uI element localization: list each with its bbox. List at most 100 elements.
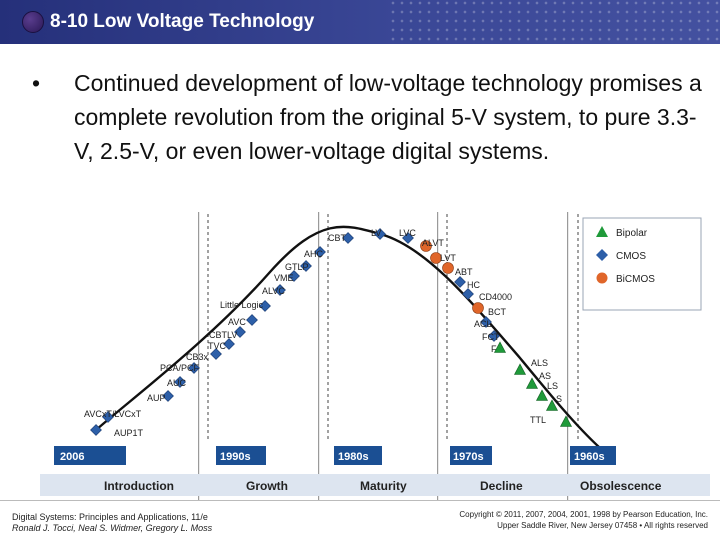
family-marker-cmos: [314, 246, 326, 258]
phase-band: [40, 474, 710, 496]
decade-box: [54, 446, 126, 465]
family-label: TTL: [530, 415, 546, 425]
family-marker-bicmos: [472, 302, 484, 314]
family-marker-cmos: [274, 284, 286, 296]
family-marker-cmos: [90, 424, 102, 436]
family-label: ALVT: [422, 238, 444, 248]
family-label: CD4000: [479, 292, 512, 302]
family-label: BCT: [488, 307, 507, 317]
family-marker-cmos: [188, 362, 200, 374]
legend-label: CMOS: [616, 251, 646, 262]
family-label: AVCxT/LVCxT: [84, 409, 142, 419]
family-marker-bicmos: [420, 240, 432, 252]
publisher-line: Upper Saddle River, New Jersey 07458 • A…: [497, 521, 708, 530]
family-marker-cmos: [480, 316, 492, 328]
slide-title: 8-10 Low Voltage Technology: [50, 11, 315, 32]
decade-box: [570, 446, 616, 465]
decade-boxes: 2006 1990s 1980s 1970s 1960s: [54, 446, 616, 465]
family-label: ALS: [531, 358, 548, 368]
phase-label: Decline: [480, 479, 523, 493]
family-marker-cmos: [174, 376, 186, 388]
book-authors: Ronald J. Tocci, Neal S. Widmer, Gregory…: [12, 523, 213, 533]
family-label: ABT: [455, 267, 473, 277]
family-marker-cmos: [234, 326, 246, 338]
family-marker-cmos: [488, 330, 500, 342]
family-marker-bipolar: [560, 415, 572, 427]
footer-right: Copyright © 2011, 2007, 2004, 2001, 1998…: [459, 509, 708, 531]
family-label: S: [556, 394, 562, 404]
family-marker-cmos: [288, 270, 300, 282]
phase-label: Introduction: [104, 479, 174, 493]
family-marker-bicmos: [442, 262, 454, 274]
family-label: GTLP: [285, 262, 309, 272]
decade-label: 2006: [60, 451, 84, 463]
family-marker-cmos: [342, 232, 354, 244]
family-marker-cmos: [374, 228, 386, 240]
family-label: AS: [539, 371, 551, 381]
family-label: LV: [371, 228, 381, 238]
family-marker-cmos: [462, 288, 474, 300]
family-marker-bipolar: [536, 389, 548, 401]
bullet-mark: •: [32, 70, 41, 96]
family-label: AUP: [147, 393, 166, 403]
family-label: ALVC: [262, 286, 285, 296]
family-label: VME: [274, 273, 294, 283]
legend-label: Bipolar: [616, 228, 648, 239]
family-marker-cmos: [300, 260, 312, 272]
phase-labels: Introduction Growth Maturity Decline Obs…: [104, 479, 662, 493]
family-label: Little Logic: [220, 300, 264, 310]
legend: Bipolar CMOS BiCMOS: [582, 217, 702, 311]
footer-divider: [0, 500, 720, 501]
title-bar: 8-10 Low Voltage Technology: [0, 0, 720, 44]
decade-box: [216, 446, 266, 465]
family-marker-bipolar: [526, 377, 538, 389]
family-label: AUC: [167, 378, 187, 388]
family-label: LVT: [440, 253, 456, 263]
phase-label: Maturity: [360, 479, 407, 493]
family-marker-cmos: [454, 276, 466, 288]
family-marker-bipolar: [514, 363, 526, 375]
diagram-frame: [40, 212, 710, 500]
family-marker-cmos: [162, 390, 174, 402]
family-label: HC: [467, 280, 480, 290]
family-label: CBT: [328, 233, 347, 243]
phase-label: Growth: [246, 479, 288, 493]
family-label: LS: [547, 381, 558, 391]
family-label: TVC: [208, 341, 227, 351]
bicmos-circle-icon: [596, 272, 608, 284]
footer-left: Digital Systems: Principles and Applicat…: [12, 512, 212, 534]
family-marker-bicmos: [430, 252, 442, 264]
family-marker-cmos: [102, 411, 114, 423]
family-label: PCA/PCF: [160, 363, 200, 373]
family-marker-bipolar: [546, 399, 558, 411]
family-label: AVC: [228, 317, 246, 327]
legend-label: BiCMOS: [616, 274, 655, 285]
family-marker-cmos: [259, 300, 271, 312]
decade-label: 1980s: [338, 451, 369, 463]
phase-label: Obsolescence: [580, 479, 662, 493]
family-label: ACL: [474, 319, 492, 329]
copyright-line: Copyright © 2011, 2007, 2004, 2001, 1998…: [459, 510, 708, 519]
header-pattern: [390, 0, 720, 44]
family-label: CB3x: [186, 352, 209, 362]
decade-box: [334, 446, 382, 465]
life-cycle-curve: [95, 225, 601, 449]
family-label: F: [491, 344, 497, 354]
family-marker-cmos: [210, 348, 222, 360]
decade-label: 1960s: [574, 451, 605, 463]
family-label: AUP1T: [114, 428, 144, 438]
family-marker-bipolar: [494, 341, 506, 353]
family-label: FCT: [482, 332, 500, 342]
decade-label: 1990s: [220, 451, 251, 463]
family-label: AHC: [304, 249, 324, 259]
decade-box: [450, 446, 492, 465]
bipolar-triangle-icon: [596, 226, 608, 237]
decade-label: 1970s: [453, 451, 484, 463]
bullet-dot-icon: [22, 11, 44, 33]
family-marker-cmos: [402, 232, 414, 244]
family-marker-cmos: [223, 338, 235, 350]
book-title: Digital Systems: Principles and Applicat…: [12, 512, 208, 522]
family-marker-cmos: [246, 314, 258, 326]
bullet-text: Continued development of low-voltage tec…: [74, 70, 702, 164]
